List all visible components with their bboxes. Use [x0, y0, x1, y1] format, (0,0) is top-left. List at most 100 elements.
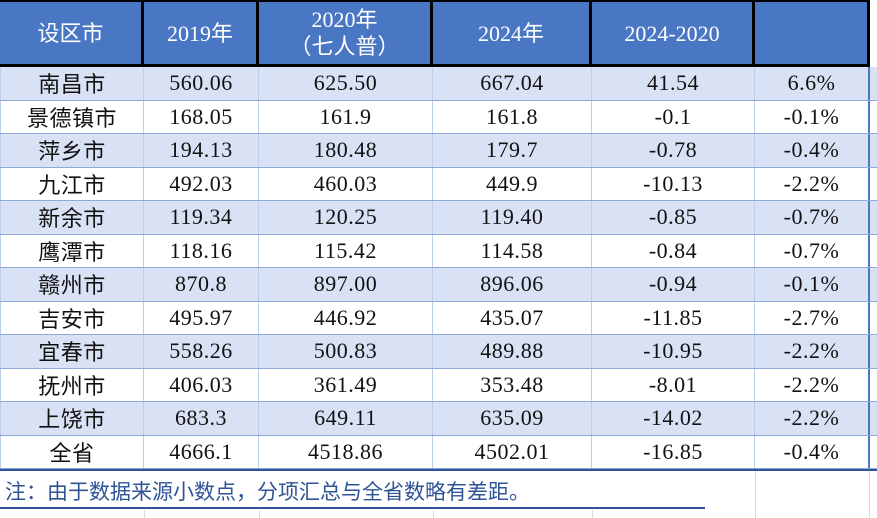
- pct-cell: -0.1%: [755, 268, 870, 301]
- city-cell: 新余市: [0, 201, 144, 234]
- value-2024-cell: 435.07: [433, 301, 592, 334]
- city-cell: 景德镇市: [0, 100, 144, 133]
- bottom-strip: [0, 510, 877, 518]
- value-2020-cell: 120.25: [259, 201, 433, 234]
- column-divider: [869, 471, 870, 510]
- table-row: 新余市 119.34 120.25 119.40 -0.85 -0.7%: [0, 201, 877, 235]
- edge-cell: [870, 302, 877, 335]
- city-cell: 全省: [0, 435, 144, 468]
- value-2020-cell: 460.03: [259, 167, 433, 200]
- header-cell-diff: 2024-2020: [592, 0, 755, 67]
- value-2020-cell: 161.9: [259, 100, 433, 133]
- edge-cell: [870, 436, 877, 469]
- table-row: 萍乡市 194.13 180.48 179.7 -0.78 -0.4%: [0, 134, 877, 168]
- diff-cell: -0.78: [592, 134, 755, 167]
- value-2019-cell: 168.05: [144, 100, 259, 133]
- diff-cell: -0.94: [592, 268, 755, 301]
- pct-cell: 6.6%: [755, 67, 870, 100]
- edge-cell: [870, 134, 877, 167]
- value-2019-cell: 118.16: [144, 234, 259, 267]
- table-row: 宜春市 558.26 500.83 489.88 -10.95 -2.2%: [0, 335, 877, 369]
- table-row: 抚州市 406.03 361.49 353.48 -8.01 -2.2%: [0, 368, 877, 402]
- diff-cell: 41.54: [592, 67, 755, 100]
- pct-cell: -2.2%: [755, 368, 870, 401]
- city-cell: 萍乡市: [0, 134, 144, 167]
- header-cell-2019: 2019年: [144, 0, 259, 67]
- edge-cell: [870, 67, 877, 100]
- value-2024-cell: 353.48: [433, 368, 592, 401]
- value-2020-cell: 897.00: [259, 268, 433, 301]
- table-row: 上饶市 683.3 649.11 635.09 -14.02 -2.2%: [0, 402, 877, 436]
- column-divider: [433, 510, 434, 518]
- value-2020-cell: 115.42: [259, 234, 433, 267]
- city-cell: 吉安市: [0, 301, 144, 334]
- edge-cell: [870, 335, 877, 368]
- header-cell-2024: 2024年: [433, 0, 592, 67]
- value-2019-cell: 560.06: [144, 67, 259, 100]
- header-label: 2024年: [477, 20, 544, 46]
- edge-cell: [870, 402, 877, 435]
- header-cell-2020: 2020年 （七人普）: [259, 0, 433, 67]
- diff-cell: -11.85: [592, 301, 755, 334]
- value-2024-cell: 635.09: [433, 402, 592, 435]
- value-2024-cell: 489.88: [433, 335, 592, 368]
- value-2024-cell: 4502.01: [433, 435, 592, 468]
- value-2019-cell: 119.34: [144, 201, 259, 234]
- edge-cell: [870, 235, 877, 268]
- edge-cell: [870, 201, 877, 234]
- column-divider: [755, 471, 756, 510]
- diff-cell: -16.85: [592, 435, 755, 468]
- value-2024-cell: 896.06: [433, 268, 592, 301]
- value-2019-cell: 870.8: [144, 268, 259, 301]
- table-row: 九江市 492.03 460.03 449.9 -10.13 -2.2%: [0, 167, 877, 201]
- value-2024-cell: 114.58: [433, 234, 592, 267]
- value-2020-cell: 446.92: [259, 301, 433, 334]
- table-row: 全省 4666.1 4518.86 4502.01 -16.85 -0.4%: [0, 435, 877, 469]
- value-2019-cell: 495.97: [144, 301, 259, 334]
- pct-cell: -2.2%: [755, 335, 870, 368]
- footnote-underline: [0, 507, 705, 509]
- city-cell: 鹰潭市: [0, 234, 144, 267]
- column-divider: [259, 510, 260, 518]
- value-2024-cell: 449.9: [433, 167, 592, 200]
- diff-cell: -0.1: [592, 100, 755, 133]
- edge-cell: [870, 268, 877, 301]
- diff-cell: -8.01: [592, 368, 755, 401]
- value-2024-cell: 161.8: [433, 100, 592, 133]
- value-2020-cell: 4518.86: [259, 435, 433, 468]
- value-2020-cell: 180.48: [259, 134, 433, 167]
- city-cell: 抚州市: [0, 368, 144, 401]
- value-2024-cell: 119.40: [433, 201, 592, 234]
- column-divider: [869, 510, 870, 518]
- column-divider: [592, 510, 593, 518]
- city-cell: 南昌市: [0, 67, 144, 100]
- city-cell: 上饶市: [0, 402, 144, 435]
- table-row: 赣州市 870.8 897.00 896.06 -0.94 -0.1%: [0, 268, 877, 302]
- value-2019-cell: 4666.1: [144, 435, 259, 468]
- pct-cell: -2.7%: [755, 301, 870, 334]
- diff-cell: -14.02: [592, 402, 755, 435]
- diff-cell: -0.84: [592, 234, 755, 267]
- header-label: 设区市: [37, 20, 104, 46]
- value-2024-cell: 667.04: [433, 67, 592, 100]
- city-cell: 九江市: [0, 167, 144, 200]
- column-divider: [144, 510, 145, 518]
- value-2020-cell: 649.11: [259, 402, 433, 435]
- table-row: 南昌市 560.06 625.50 667.04 41.54 6.6%: [0, 67, 877, 101]
- header-cell-pct: [755, 0, 870, 67]
- pct-cell: -0.1%: [755, 100, 870, 133]
- value-2019-cell: 194.13: [144, 134, 259, 167]
- city-cell: 赣州市: [0, 268, 144, 301]
- header-label: 2024-2020: [624, 20, 720, 46]
- pct-cell: -0.4%: [755, 134, 870, 167]
- table-body: 南昌市 560.06 625.50 667.04 41.54 6.6% 景德镇市 168.05…: [0, 67, 877, 469]
- column-divider: [755, 510, 756, 518]
- edge-cell: [870, 369, 877, 402]
- header-label: （七人普）: [289, 34, 400, 59]
- value-2020-cell: 625.50: [259, 67, 433, 100]
- footnote-text: 注：由于数据来源小数点，分项汇总与全省数略有差距。: [5, 479, 530, 504]
- header-cell-city: 设区市: [0, 0, 144, 67]
- diff-cell: -10.13: [592, 167, 755, 200]
- pct-cell: -0.7%: [755, 234, 870, 267]
